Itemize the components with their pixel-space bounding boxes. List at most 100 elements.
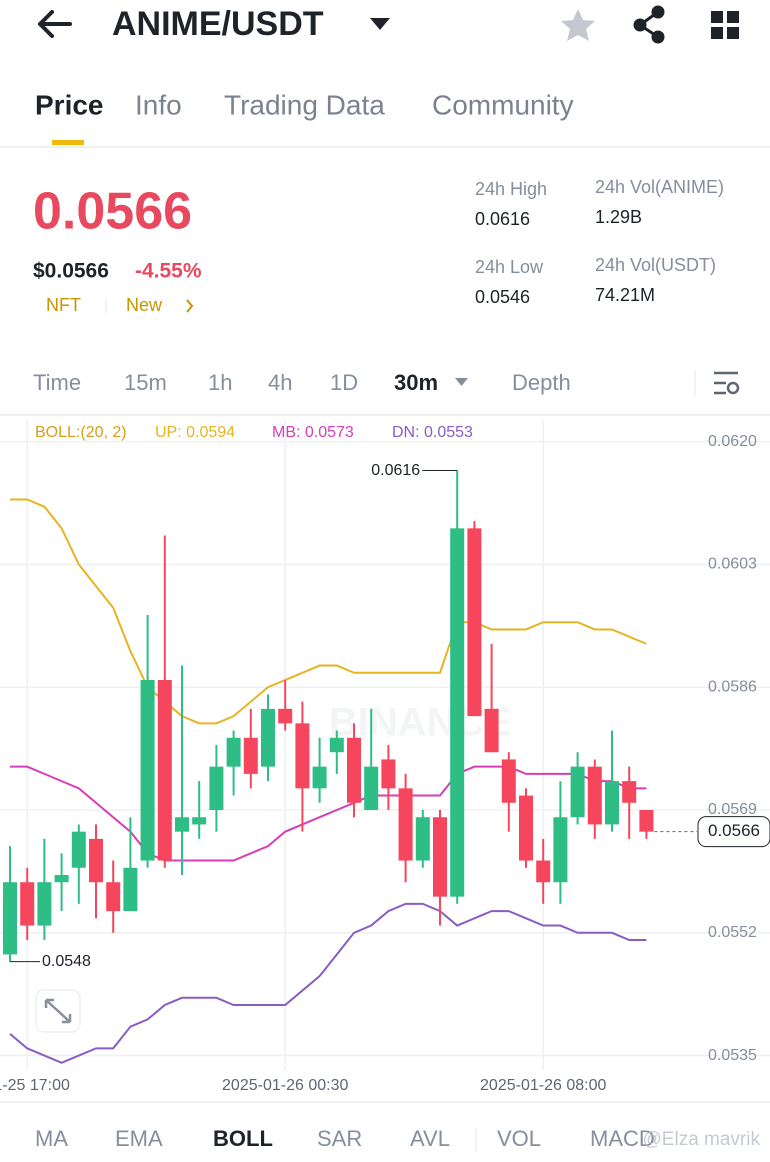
candle-body xyxy=(501,759,516,803)
stat-label: 24h Low xyxy=(475,257,544,277)
candle-body xyxy=(209,766,224,810)
candle-body xyxy=(398,788,413,861)
tag-arrow xyxy=(186,299,194,313)
candle-body xyxy=(192,817,207,825)
interval[interactable]: 30m xyxy=(394,370,438,395)
annotation-label: 0.0616 xyxy=(371,462,420,479)
annotation-label: 0.0548 xyxy=(42,953,91,970)
favorite-star[interactable] xyxy=(561,9,595,41)
indicator-tab[interactable]: MA xyxy=(35,1126,68,1151)
chart-settings[interactable] xyxy=(714,371,740,395)
y-tick-label: 0.0603 xyxy=(708,556,757,573)
candle-body xyxy=(639,810,654,832)
candle-body xyxy=(106,882,121,912)
candle-body xyxy=(381,759,396,789)
candle-body xyxy=(89,838,103,883)
candle-body xyxy=(347,737,361,803)
tab[interactable]: Price xyxy=(35,89,104,120)
candle-body xyxy=(587,766,602,825)
tab[interactable]: Info xyxy=(135,89,182,120)
y-tick-label: 0.0586 xyxy=(708,678,757,695)
stat-label: 24h Vol(ANIME) xyxy=(595,177,724,197)
back-button[interactable] xyxy=(38,10,72,38)
candle-body xyxy=(261,708,275,767)
candle-body xyxy=(71,831,86,868)
band-line xyxy=(10,498,647,725)
interval[interactable]: 4h xyxy=(268,370,292,395)
band-line xyxy=(9,902,647,1064)
candle-body xyxy=(312,766,327,789)
candle-body xyxy=(622,781,637,803)
stat-value: 0.0546 xyxy=(475,287,530,307)
legend-entry: UP: 0.0594 xyxy=(155,424,235,441)
watermark: @Elza mavrik xyxy=(643,1129,761,1150)
usd-price: $0.0566 xyxy=(33,260,109,283)
candle-body xyxy=(20,882,35,926)
candle-body xyxy=(37,882,52,926)
indicator-tab[interactable]: BOLL xyxy=(213,1126,273,1151)
tag[interactable]: NFT xyxy=(46,295,81,315)
stat-label: 24h High xyxy=(475,179,547,199)
candle-body xyxy=(450,528,465,897)
pair-title[interactable]: ANIME/USDT xyxy=(112,5,324,43)
y-tick-label: 0.0535 xyxy=(708,1047,757,1064)
indicator-tab[interactable]: EMA xyxy=(115,1126,163,1151)
interval[interactable]: 1D xyxy=(330,370,358,395)
candle-body xyxy=(123,867,138,912)
stat-label: 24h Vol(USDT) xyxy=(595,255,716,275)
candle-body xyxy=(278,708,293,724)
candle-body xyxy=(243,737,258,774)
indicator-tab[interactable]: VOL xyxy=(497,1126,541,1151)
expand-icon xyxy=(44,998,72,1024)
candle-body xyxy=(295,723,310,789)
candle-body xyxy=(415,817,430,861)
candle-body xyxy=(175,817,189,832)
indicator-tab[interactable]: MACD xyxy=(590,1126,655,1151)
indicator-tab[interactable]: AVL xyxy=(410,1126,450,1151)
interval[interactable]: Time xyxy=(33,370,81,395)
share-button[interactable] xyxy=(633,5,665,44)
candle-body xyxy=(364,766,379,810)
interval[interactable]: 15m xyxy=(124,370,167,395)
stat-value: 1.29B xyxy=(595,207,642,227)
candle-body xyxy=(570,766,585,818)
interval-dropdown[interactable] xyxy=(455,378,468,386)
y-tick-label: 0.0620 xyxy=(708,433,757,450)
candle-body xyxy=(3,882,17,955)
band-line xyxy=(10,765,647,862)
candle-body xyxy=(329,737,344,753)
stat-value: 0.0616 xyxy=(475,209,530,229)
y-tick-label: 0.0552 xyxy=(708,924,757,941)
candle-body xyxy=(433,817,447,897)
x-tick-label: 2025-01-26 00:30 xyxy=(222,1077,348,1094)
candle-body xyxy=(54,875,69,883)
interval[interactable]: Depth xyxy=(512,370,571,395)
last-price-box xyxy=(697,816,770,848)
x-tick-label: 2025-01-26 08:00 xyxy=(480,1077,606,1094)
candle-body xyxy=(605,781,619,825)
candle-body xyxy=(484,708,499,753)
tab[interactable]: Community xyxy=(432,89,574,120)
interval[interactable]: 1h xyxy=(208,370,232,395)
x-tick-label: 01-25 17:00 xyxy=(0,1077,70,1094)
candle-body xyxy=(226,737,241,767)
tab[interactable]: Trading Data xyxy=(224,89,385,120)
indicator-tab[interactable]: SAR xyxy=(317,1126,362,1151)
pair-dropdown[interactable] xyxy=(370,18,390,30)
price-change: -4.55% xyxy=(135,260,202,283)
stat-value: 74.21M xyxy=(595,285,655,305)
candle-body xyxy=(553,817,568,883)
menu-grid[interactable] xyxy=(711,11,739,39)
tag[interactable]: New xyxy=(126,295,163,315)
legend-entry: MB: 0.0573 xyxy=(272,424,354,441)
candle-body xyxy=(519,795,533,861)
legend-entry: DN: 0.0553 xyxy=(392,424,473,441)
last-price-label: 0.0566 xyxy=(708,821,760,840)
candle-body xyxy=(536,860,551,883)
y-tick-label: 0.0569 xyxy=(708,801,757,818)
candle-body xyxy=(140,680,155,861)
indicator-label: BOLL:(20, 2) xyxy=(35,424,127,441)
tab-indicator xyxy=(52,140,84,145)
